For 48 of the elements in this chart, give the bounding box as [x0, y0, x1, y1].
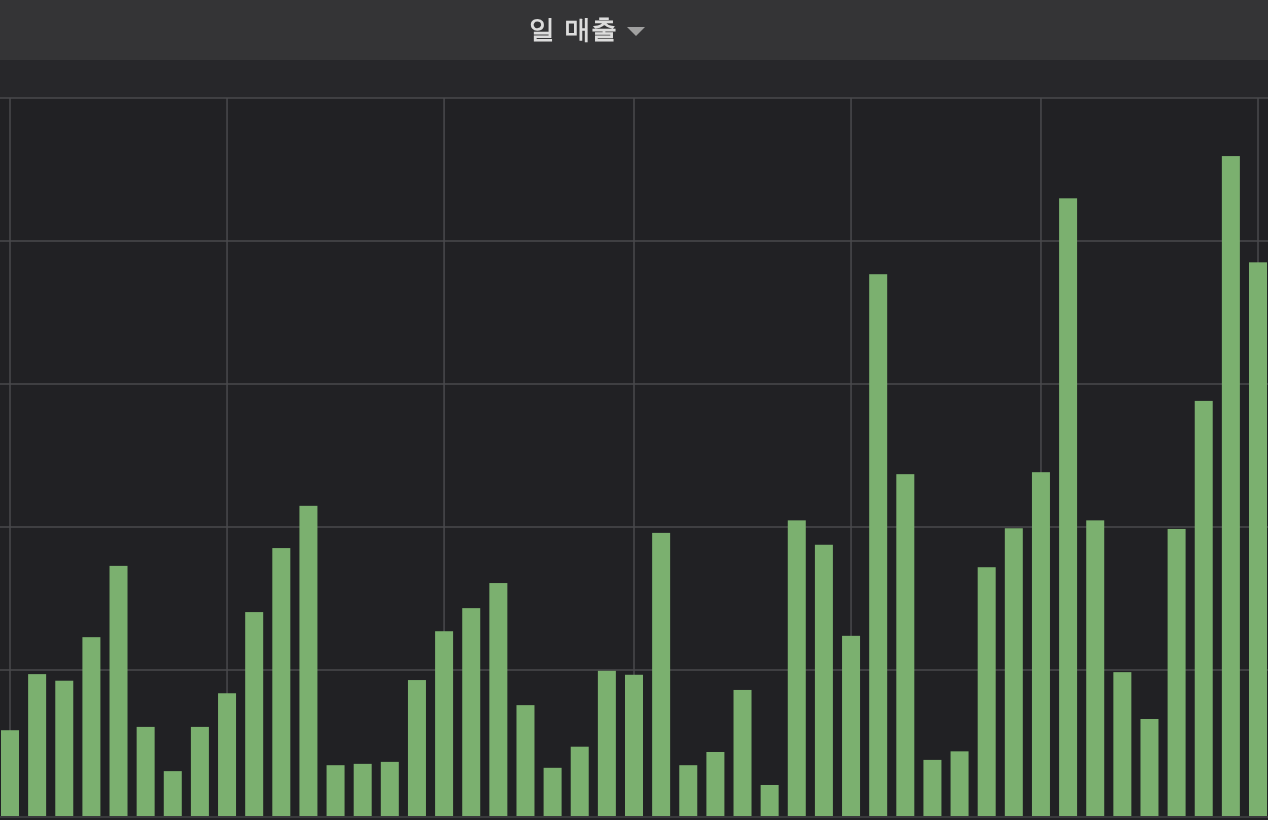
bar: [1059, 198, 1078, 816]
bar: [733, 689, 752, 816]
bar: [760, 784, 779, 816]
bar: [136, 726, 155, 816]
bar: [597, 670, 616, 816]
bar: [353, 763, 372, 816]
bar: [896, 474, 915, 816]
bar: [1113, 672, 1132, 816]
bar: [1086, 520, 1105, 816]
bar: [55, 680, 74, 816]
bar: [543, 767, 562, 816]
bar: [977, 567, 996, 816]
bar: [245, 612, 264, 816]
bar: [842, 635, 861, 816]
bar: [1140, 718, 1159, 816]
bar: [1031, 472, 1050, 816]
bar: [516, 705, 535, 816]
bar: [679, 765, 698, 816]
bar: [570, 746, 589, 816]
chart-title: 일 매출: [529, 14, 617, 44]
bar: [462, 608, 481, 816]
bar: [299, 505, 318, 816]
bar: [272, 548, 291, 816]
bar: [1167, 528, 1186, 816]
bar: [109, 565, 128, 816]
bar: [407, 680, 426, 816]
bar: [1004, 528, 1023, 816]
bar: [652, 532, 671, 816]
bar: [380, 761, 399, 816]
bar: [787, 520, 806, 816]
bar: [1194, 400, 1213, 816]
bar: [706, 751, 725, 816]
bar: [1, 730, 19, 816]
bar: [28, 674, 47, 816]
bar: [950, 751, 969, 816]
bar: [869, 274, 888, 816]
bar: [82, 637, 101, 816]
bar: [190, 726, 209, 816]
bar: [625, 674, 643, 816]
bar: [326, 765, 345, 816]
bar: [814, 544, 833, 816]
bar: [489, 583, 508, 816]
bar: [163, 771, 182, 816]
bar: [1249, 262, 1267, 816]
bar: [218, 693, 237, 816]
bar: [1221, 156, 1240, 816]
bar: [435, 631, 454, 816]
bar: [923, 759, 942, 816]
